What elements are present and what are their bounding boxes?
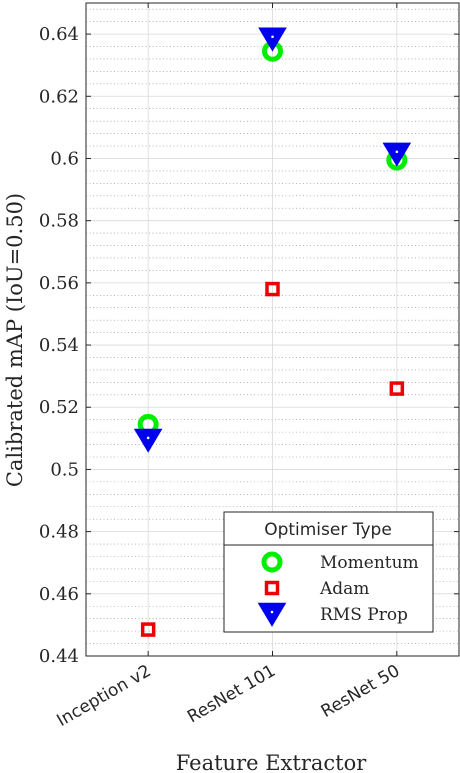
y-tick-labels: 0.44 0.46 0.48 0.5 0.52 0.54 0.56 0.58 0.6 0.62 0.… [39, 24, 79, 667]
triangle-down-marker [382, 142, 412, 167]
square-marker [265, 281, 280, 297]
square-marker [140, 622, 156, 637]
triangle-down-marker-center [271, 35, 274, 39]
y-tick-label: 0.52 [39, 397, 79, 418]
x-axis-label: Feature Extractor [176, 751, 367, 773]
legend-title: Optimiser Type [264, 520, 392, 540]
y-tick-label: 0.44 [39, 646, 79, 667]
y-tick-label: 0.48 [39, 522, 79, 543]
legend-square-marker [264, 580, 280, 596]
legend-entry-label: Momentum [320, 553, 419, 573]
y-tick-label: 0.54 [39, 335, 79, 356]
legend-entry-label: RMS Prop [320, 605, 408, 625]
legend-triangle-down-marker-center [270, 610, 274, 614]
legend-box [223, 511, 434, 633]
triangle-down-marker-center [146, 436, 150, 440]
triangle-down-marker [133, 428, 163, 453]
y-tick-label: 0.6 [50, 148, 79, 169]
y-tick-label: 0.64 [39, 24, 79, 45]
data-markers [133, 27, 412, 637]
y-tick-label: 0.62 [39, 86, 79, 107]
axis-ticks [86, 3, 459, 657]
legend: Optimiser Type Momentum Adam RMS Prop [223, 511, 434, 633]
y-tick-label: 0.56 [39, 273, 79, 294]
legend-circle-marker [261, 551, 283, 573]
y-tick-label: 0.46 [39, 584, 79, 605]
legend-entry-label: Adam [319, 579, 369, 599]
y-tick-label: 0.58 [39, 211, 79, 232]
triangle-down-marker [258, 27, 287, 52]
legend-items: Momentum Adam RMS Prop [257, 551, 419, 627]
square-marker [389, 381, 405, 396]
y-tick-label: 0.5 [50, 459, 79, 480]
triangle-down-marker-center [395, 150, 399, 154]
y-axis-label: Calibrated mAP (IoU=0.50) [3, 193, 27, 487]
legend-triangle-down-marker [257, 602, 287, 627]
